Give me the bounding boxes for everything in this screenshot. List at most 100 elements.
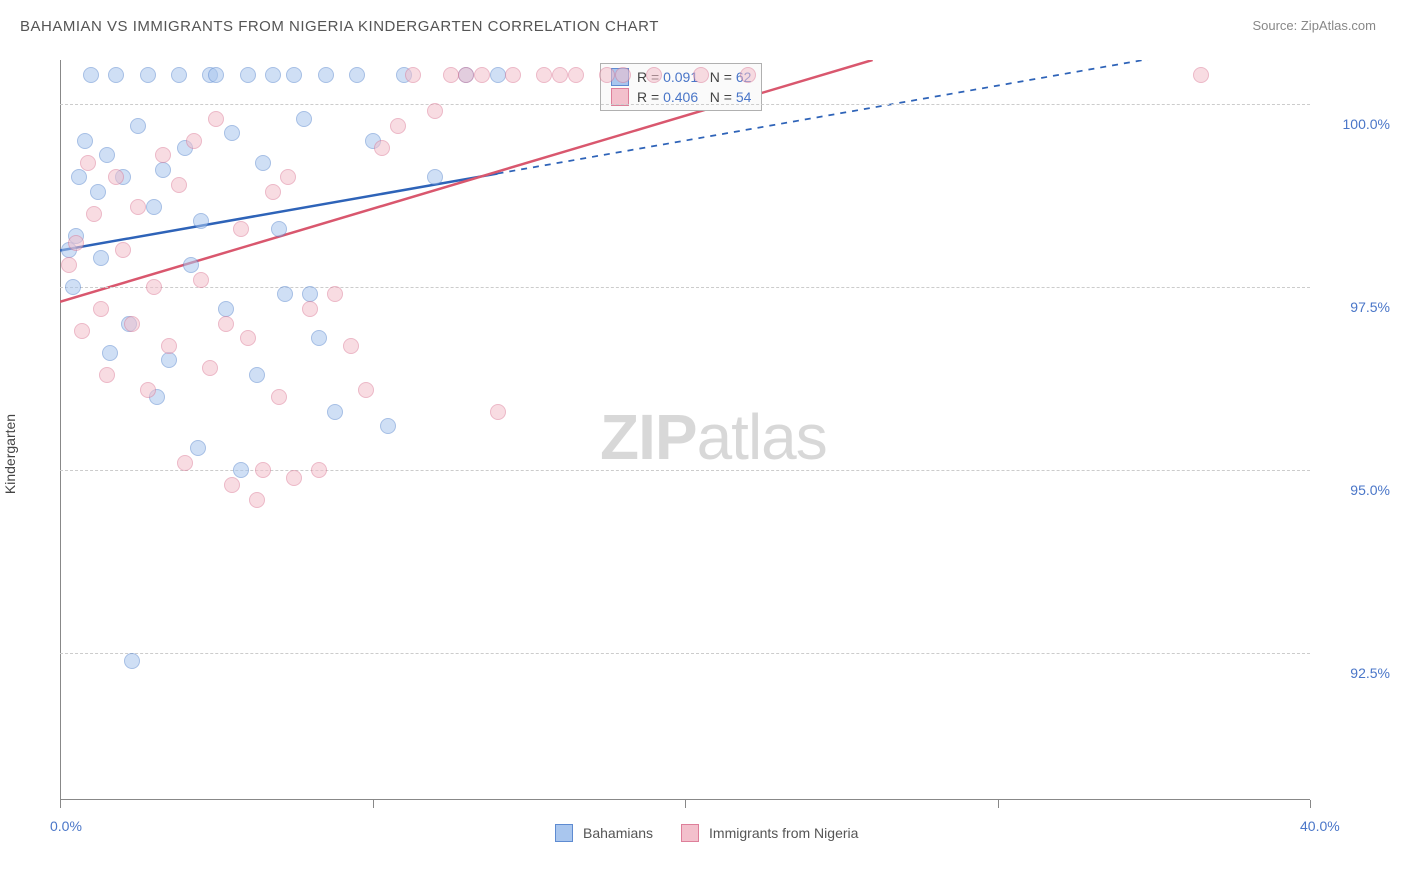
- scatter-point: [615, 67, 631, 83]
- scatter-point: [108, 67, 124, 83]
- scatter-point: [358, 382, 374, 398]
- watermark-atlas: atlas: [697, 401, 827, 473]
- grid-line: [60, 287, 1310, 288]
- x-tick-label: 0.0%: [50, 818, 82, 834]
- scatter-point: [327, 286, 343, 302]
- scatter-point: [218, 316, 234, 332]
- scatter-point: [86, 206, 102, 222]
- scatter-point: [490, 404, 506, 420]
- axes-frame: [60, 60, 1310, 800]
- scatter-point: [271, 221, 287, 237]
- source-prefix: Source:: [1252, 18, 1300, 33]
- scatter-point: [240, 330, 256, 346]
- scatter-point: [71, 169, 87, 185]
- scatter-point: [458, 67, 474, 83]
- legend-label: Bahamians: [583, 825, 653, 841]
- scatter-point: [130, 118, 146, 134]
- plot-area: ZIPatlas R = 0.091 N = 62R = 0.406 N = 5…: [60, 60, 1310, 800]
- scatter-point: [115, 242, 131, 258]
- scatter-point: [99, 367, 115, 383]
- scatter-point: [265, 67, 281, 83]
- scatter-point: [1193, 67, 1209, 83]
- scatter-point: [277, 286, 293, 302]
- scatter-point: [146, 199, 162, 215]
- scatter-point: [161, 352, 177, 368]
- scatter-point: [193, 272, 209, 288]
- legend-swatch: [681, 824, 699, 842]
- scatter-point: [183, 257, 199, 273]
- scatter-point: [186, 133, 202, 149]
- scatter-point: [90, 184, 106, 200]
- scatter-point: [171, 67, 187, 83]
- scatter-point: [208, 111, 224, 127]
- scatter-point: [327, 404, 343, 420]
- trend-lines-layer: [60, 60, 1310, 800]
- chart-title: BAHAMIAN VS IMMIGRANTS FROM NIGERIA KIND…: [20, 18, 659, 35]
- scatter-point: [171, 177, 187, 193]
- source-name: ZipAtlas.com: [1301, 18, 1376, 33]
- scatter-point: [311, 330, 327, 346]
- scatter-point: [224, 125, 240, 141]
- scatter-point: [80, 155, 96, 171]
- x-tick: [373, 800, 374, 808]
- x-tick-label: 40.0%: [1300, 818, 1340, 834]
- series-legend: Bahamians Immigrants from Nigeria: [555, 824, 876, 842]
- scatter-point: [286, 470, 302, 486]
- source-attribution: Source: ZipAtlas.com: [1252, 18, 1376, 33]
- scatter-point: [146, 279, 162, 295]
- scatter-point: [208, 67, 224, 83]
- scatter-point: [74, 323, 90, 339]
- scatter-point: [265, 184, 281, 200]
- scatter-point: [61, 257, 77, 273]
- x-tick: [1310, 800, 1311, 808]
- scatter-point: [474, 67, 490, 83]
- scatter-point: [443, 67, 459, 83]
- scatter-point: [343, 338, 359, 354]
- scatter-point: [740, 67, 756, 83]
- scatter-point: [505, 67, 521, 83]
- watermark: ZIPatlas: [600, 400, 827, 474]
- scatter-point: [296, 111, 312, 127]
- scatter-point: [177, 455, 193, 471]
- scatter-point: [93, 250, 109, 266]
- y-tick-label: 100.0%: [1320, 116, 1390, 132]
- scatter-point: [318, 67, 334, 83]
- scatter-point: [427, 103, 443, 119]
- y-tick-label: 95.0%: [1320, 482, 1390, 498]
- scatter-point: [68, 235, 84, 251]
- scatter-point: [599, 67, 615, 83]
- scatter-point: [646, 67, 662, 83]
- stats-text: R = 0.406 N = 54: [637, 89, 751, 105]
- scatter-point: [693, 67, 709, 83]
- scatter-point: [161, 338, 177, 354]
- scatter-point: [93, 301, 109, 317]
- scatter-point: [190, 440, 206, 456]
- scatter-point: [302, 301, 318, 317]
- scatter-point: [249, 492, 265, 508]
- scatter-point: [224, 477, 240, 493]
- scatter-point: [271, 389, 287, 405]
- scatter-point: [140, 67, 156, 83]
- scatter-point: [240, 67, 256, 83]
- scatter-point: [255, 462, 271, 478]
- scatter-point: [124, 653, 140, 669]
- scatter-point: [390, 118, 406, 134]
- scatter-point: [77, 133, 93, 149]
- scatter-point: [280, 169, 296, 185]
- x-tick: [60, 800, 61, 808]
- scatter-point: [130, 199, 146, 215]
- legend-label: Immigrants from Nigeria: [709, 825, 858, 841]
- scatter-point: [83, 67, 99, 83]
- scatter-point: [140, 382, 156, 398]
- scatter-point: [108, 169, 124, 185]
- scatter-point: [349, 67, 365, 83]
- watermark-zip: ZIP: [600, 401, 697, 473]
- scatter-point: [249, 367, 265, 383]
- scatter-point: [233, 462, 249, 478]
- scatter-point: [218, 301, 234, 317]
- scatter-point: [286, 67, 302, 83]
- scatter-point: [155, 147, 171, 163]
- scatter-point: [552, 67, 568, 83]
- y-tick-label: 97.5%: [1320, 299, 1390, 315]
- scatter-point: [193, 213, 209, 229]
